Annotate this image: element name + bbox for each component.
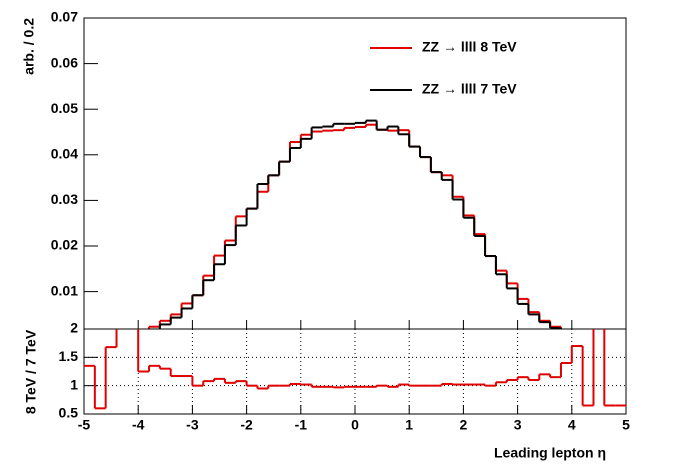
plot-area [148, 119, 562, 329]
x-tick-label: 0 [351, 417, 359, 433]
x-axis-title: Leading lepton η [494, 445, 606, 461]
top-frame [83, 17, 627, 330]
legend-label: ZZ → llll 8 TeV [422, 39, 517, 55]
x-tick-label: 4 [568, 417, 576, 433]
x-tick-label: -4 [132, 417, 145, 433]
y-tick-label: 0.02 [51, 237, 78, 253]
y-tick-label: 0.04 [51, 146, 78, 162]
ratio-axis-title: 8 TeV / 7 TeV [23, 329, 39, 414]
x-tick-label: 1 [405, 417, 413, 433]
plot-area [84, 329, 626, 410]
y-tick-label: 2 [70, 320, 78, 336]
y-tick-label: 0.01 [51, 282, 78, 298]
legend-label: ZZ → llll 7 TeV [422, 81, 517, 97]
y-tick-label: 0.5 [59, 405, 79, 421]
y-tick-label: 0.05 [51, 100, 78, 116]
x-tick-label: 3 [514, 417, 522, 433]
y-tick-label: 0.03 [51, 191, 78, 207]
y-tick-label: 1 [70, 376, 78, 392]
x-tick-label: 5 [622, 417, 630, 433]
y-tick-label: 0.07 [51, 9, 78, 25]
x-tick-label: -1 [295, 417, 308, 433]
y-tick-label: 0.06 [51, 54, 78, 70]
y-axis-title: arb. / 0.2 [21, 18, 37, 75]
x-tick-label: -5 [78, 417, 91, 433]
x-tick-label: -3 [186, 417, 199, 433]
x-tick-label: 2 [460, 417, 468, 433]
y-tick-label: 1.5 [59, 348, 79, 364]
x-tick-label: -2 [240, 417, 253, 433]
